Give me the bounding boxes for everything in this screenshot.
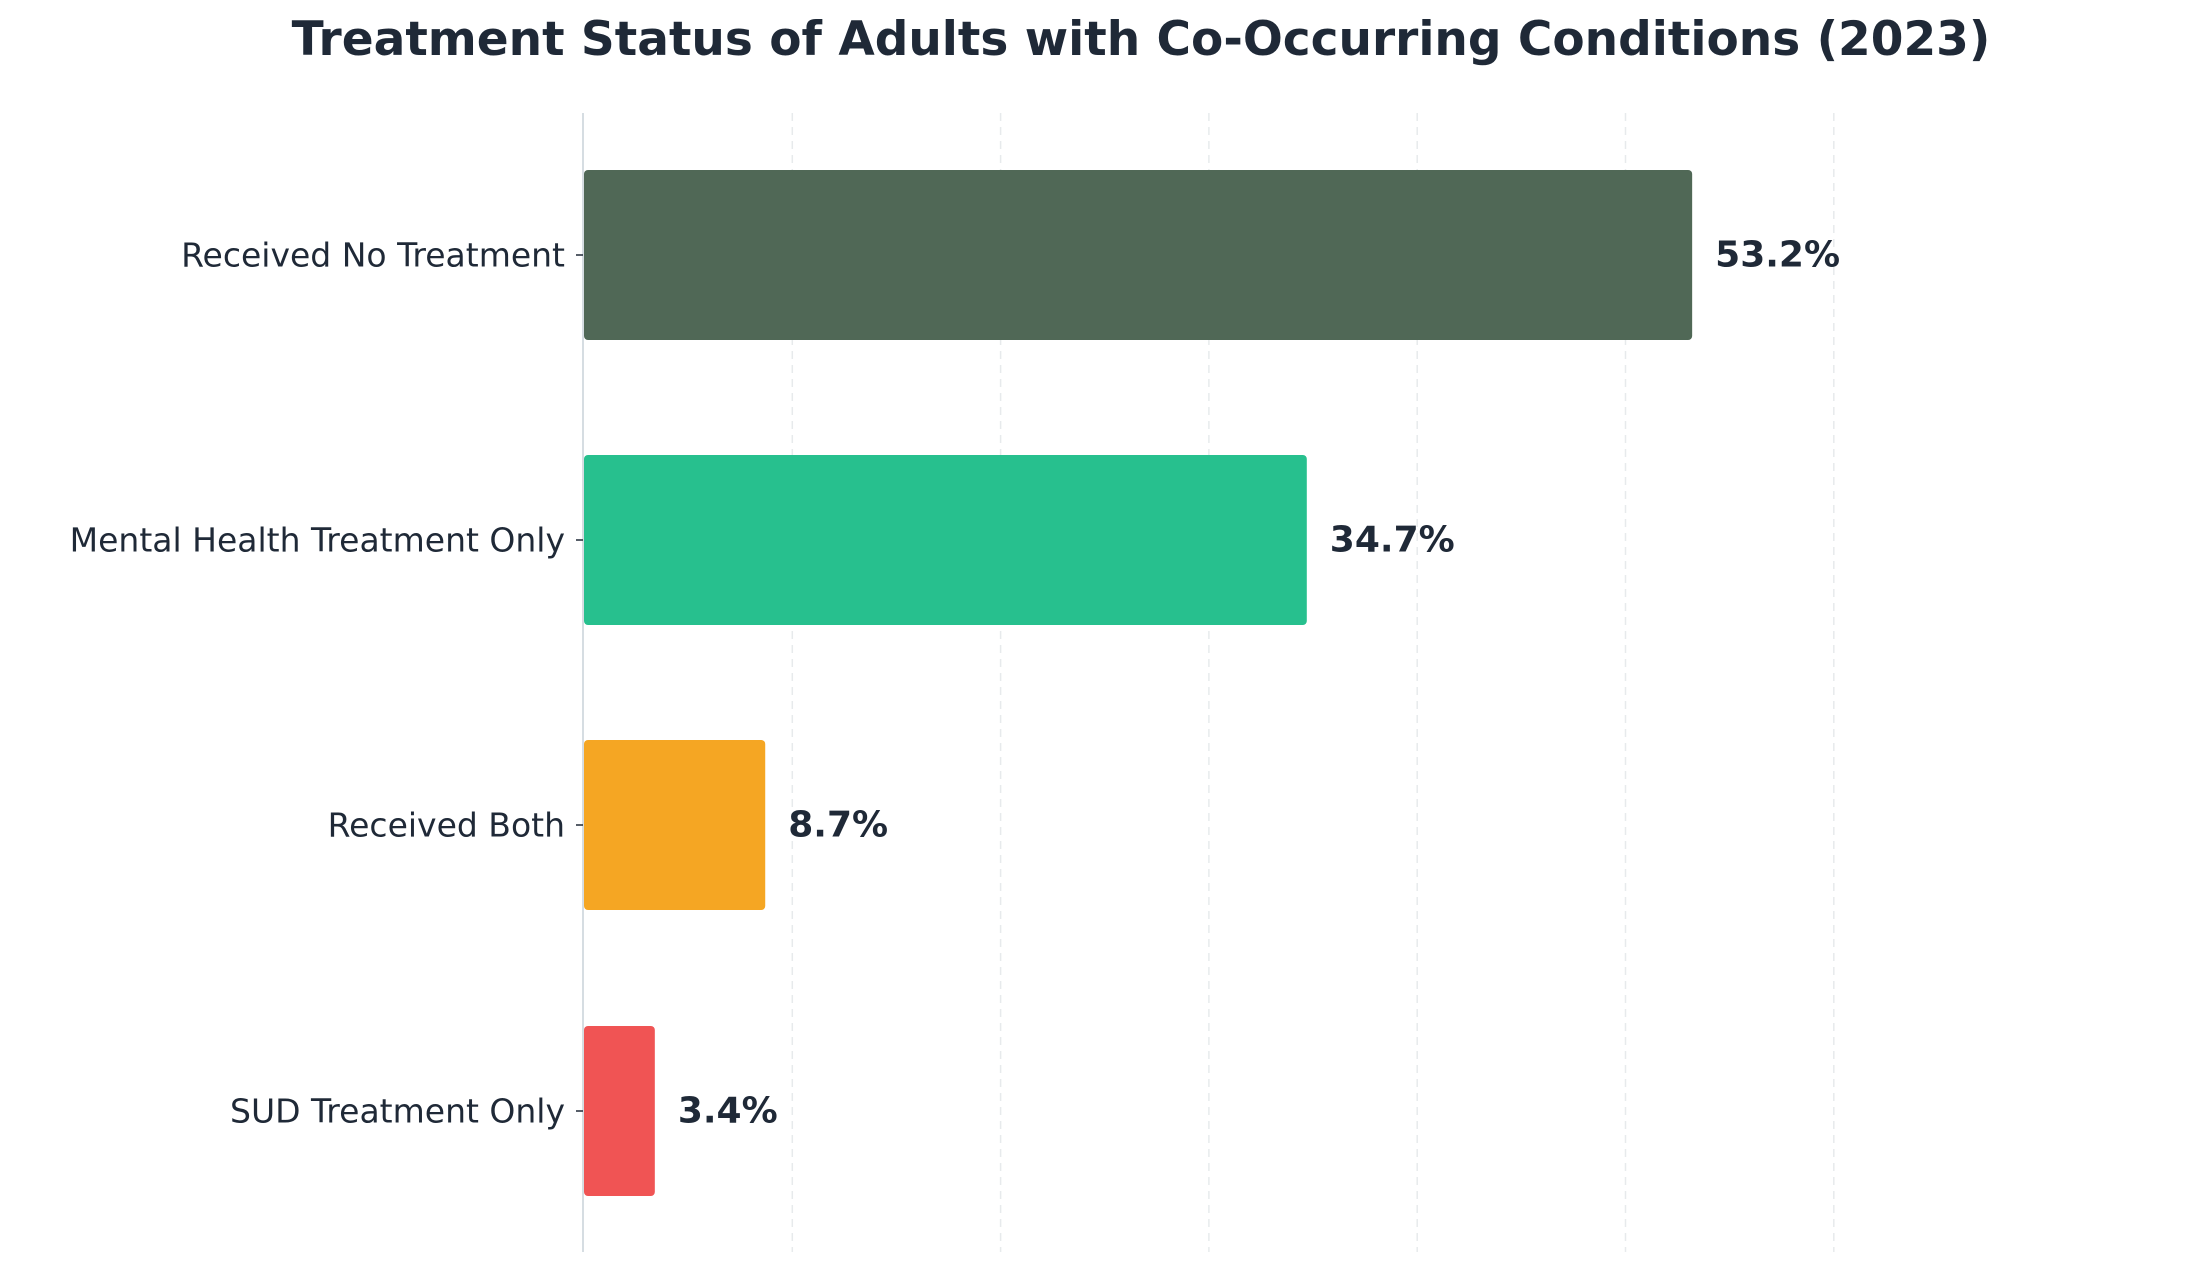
bar xyxy=(584,170,1693,340)
chart-title: Treatment Status of Adults with Co-Occur… xyxy=(292,12,1991,67)
value-label: 53.2% xyxy=(1715,235,1840,276)
bars-group xyxy=(584,170,1693,1196)
value-label: 3.4% xyxy=(678,1091,778,1132)
category-label: Mental Health Treatment Only xyxy=(70,521,565,560)
bar xyxy=(584,740,766,910)
value-labels: 53.2% 34.7% 8.7% 3.4% xyxy=(678,235,1840,1132)
category-label: Received No Treatment xyxy=(181,236,565,275)
bar xyxy=(584,1026,655,1196)
bar xyxy=(584,455,1307,625)
category-label: SUD Treatment Only xyxy=(230,1092,565,1131)
value-label: 34.7% xyxy=(1330,520,1455,561)
category-label: Received Both xyxy=(328,806,565,845)
category-labels: Received No Treatment Mental Health Treat… xyxy=(70,236,565,1131)
y-ticks xyxy=(576,254,583,1112)
value-label: 8.7% xyxy=(788,805,888,846)
